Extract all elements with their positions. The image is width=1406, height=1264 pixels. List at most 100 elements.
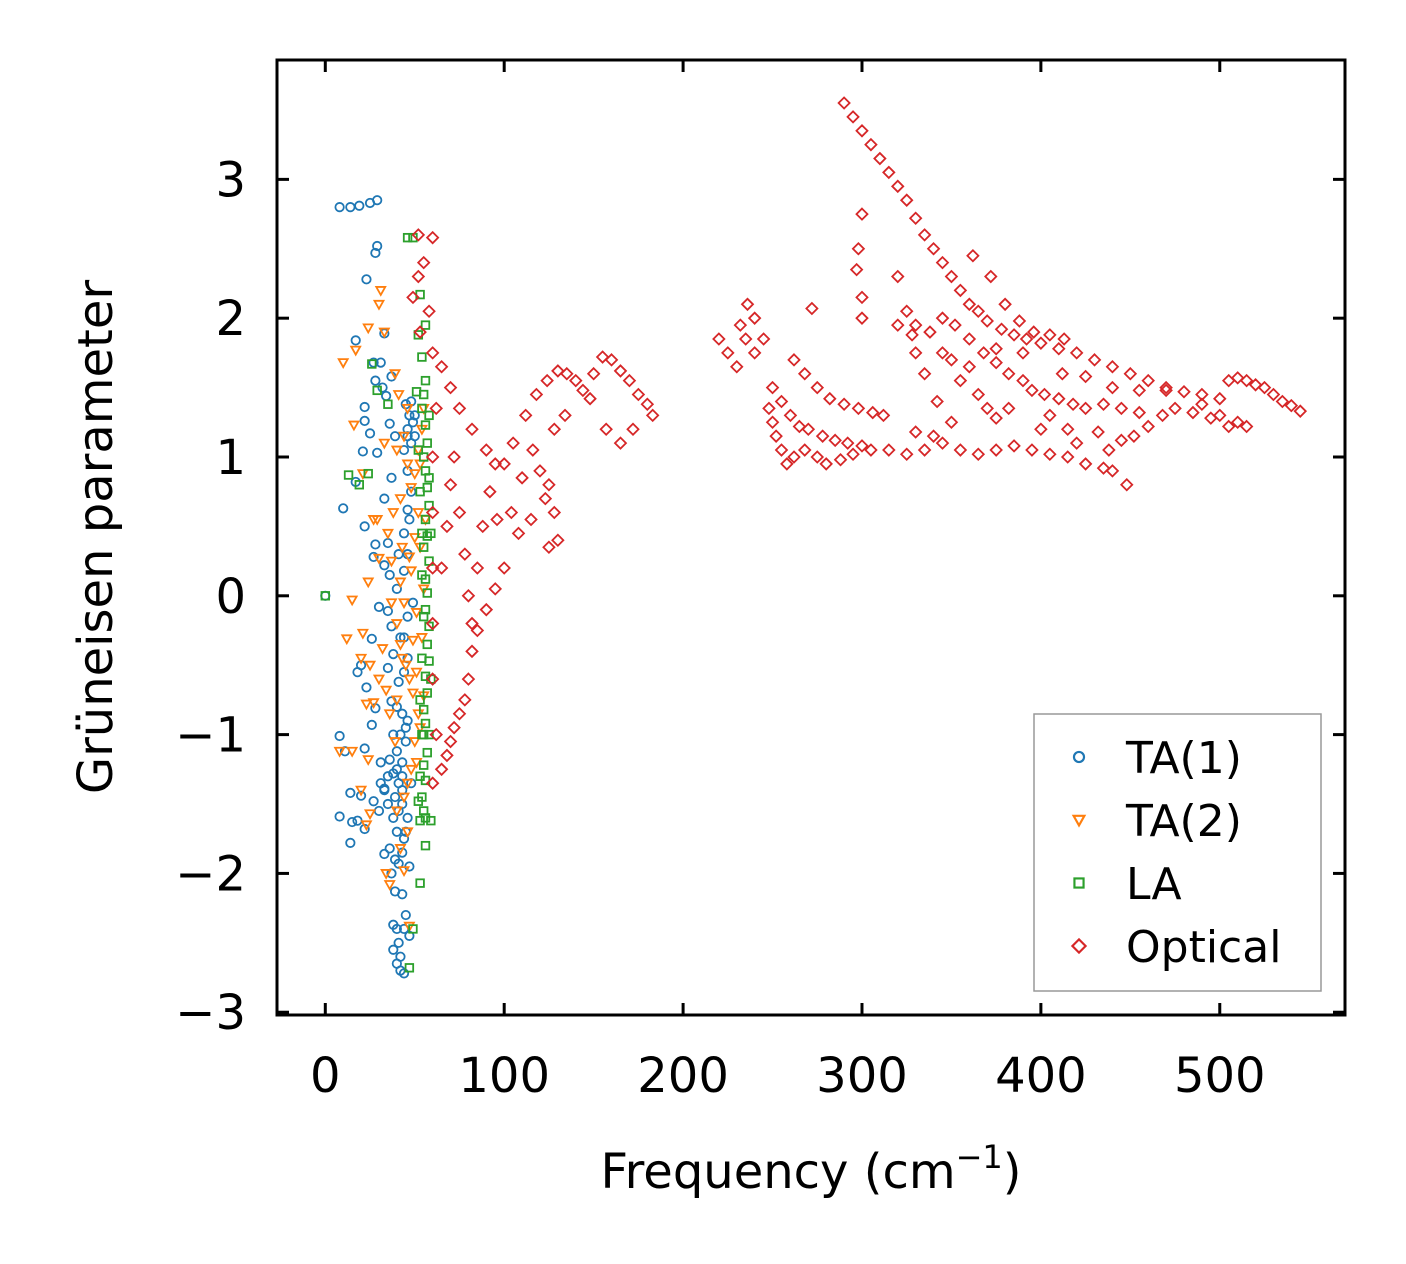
data-point-optical <box>765 380 780 395</box>
data-point-ta2 <box>412 508 425 519</box>
data-point-optical <box>787 353 801 367</box>
data-point-optical <box>538 491 553 506</box>
data-point-ta1 <box>347 816 358 828</box>
data-point-optical <box>440 748 454 763</box>
data-point-optical <box>1248 378 1263 392</box>
data-point-ta1 <box>388 944 399 955</box>
data-point-optical <box>640 397 655 412</box>
data-point-optical <box>1168 401 1182 416</box>
data-point-ta2 <box>383 880 396 891</box>
data-point-optical <box>899 304 914 319</box>
data-point-optical <box>855 124 869 138</box>
data-point-ta1 <box>400 909 411 921</box>
data-point-optical <box>1069 346 1084 360</box>
data-point-ta2 <box>337 358 350 369</box>
data-point-optical <box>833 452 848 467</box>
data-point-ta1 <box>382 605 394 617</box>
data-point-optical <box>747 311 762 325</box>
data-point-optical <box>470 561 485 575</box>
y-tick-label: −1 <box>175 708 246 764</box>
data-point-ta2 <box>385 556 398 568</box>
data-point-ta1 <box>372 240 383 252</box>
data-point-optical <box>905 328 919 342</box>
data-point-optical <box>1001 401 1016 416</box>
data-point-la <box>422 688 432 698</box>
data-point-optical <box>622 373 637 388</box>
data-point-ta1 <box>352 667 363 678</box>
data-point-ta2 <box>394 639 407 651</box>
data-point-optical <box>416 255 431 270</box>
data-point-ta2 <box>392 390 405 401</box>
data-point-optical <box>1057 332 1071 346</box>
data-point-ta2 <box>397 598 411 610</box>
data-point-optical <box>1177 384 1191 399</box>
data-point-ta1 <box>334 811 345 822</box>
data-point-optical <box>882 443 896 457</box>
data-point-optical <box>533 464 547 478</box>
data-point-ta2 <box>378 438 391 450</box>
data-point-la <box>320 591 331 601</box>
data-point-ta1 <box>402 812 413 823</box>
data-point-ta1 <box>368 796 379 807</box>
data-point-optical <box>470 623 485 638</box>
data-point-ta2 <box>403 674 416 686</box>
data-point-optical <box>747 346 762 360</box>
data-point-ta1 <box>395 951 406 962</box>
data-point-optical <box>542 477 556 492</box>
data-point-optical <box>1186 405 1200 420</box>
data-point-ta1 <box>382 771 394 782</box>
data-point-la <box>363 468 373 479</box>
data-point-ta1 <box>359 401 370 413</box>
data-point-la <box>420 840 431 851</box>
series-ta2 <box>333 286 432 933</box>
data-point-la <box>417 403 427 414</box>
data-point-optical <box>846 447 860 461</box>
data-point-ta2 <box>410 608 423 619</box>
data-point-ta1 <box>397 708 408 719</box>
data-point-ta1 <box>379 560 390 571</box>
data-point-optical <box>994 322 1009 337</box>
data-point-la <box>422 747 432 758</box>
data-point-optical <box>998 297 1012 312</box>
x-tick-label: 400 <box>995 1048 1087 1104</box>
data-point-optical <box>425 450 440 464</box>
data-point-optical <box>1055 366 1070 381</box>
data-point-optical <box>849 262 864 277</box>
data-point-optical <box>425 346 440 360</box>
data-point-optical <box>823 391 837 406</box>
data-point-ta1 <box>404 514 415 525</box>
data-point-ta1 <box>397 757 408 768</box>
data-point-la <box>372 385 382 396</box>
data-point-ta1 <box>373 601 385 613</box>
data-point-optical <box>890 269 905 284</box>
data-point-optical <box>479 602 494 617</box>
data-point-optical <box>465 616 479 631</box>
data-point-optical <box>595 350 610 364</box>
data-point-ta2 <box>394 494 407 505</box>
data-point-optical <box>1001 366 1016 381</box>
data-point-optical <box>1043 328 1057 342</box>
data-point-optical <box>792 419 807 434</box>
data-point-optical <box>515 471 529 485</box>
data-point-ta1 <box>407 417 419 428</box>
data-point-optical <box>443 477 458 492</box>
data-point-ta1 <box>397 771 408 782</box>
data-point-ta1 <box>357 446 368 457</box>
data-point-optical <box>604 353 619 367</box>
legend-marker-optical <box>1070 937 1088 955</box>
data-point-ta2 <box>381 528 394 540</box>
data-point-optical <box>966 248 980 263</box>
data-point-optical <box>506 436 520 450</box>
data-point-ta1 <box>407 597 419 608</box>
data-point-ta1 <box>389 431 401 442</box>
y-axis-label: Grüneisen parameter <box>68 280 124 795</box>
data-point-ta1 <box>388 812 399 823</box>
data-point-ta2 <box>401 459 414 471</box>
data-point-optical <box>721 346 735 360</box>
data-point-optical <box>1141 373 1155 388</box>
data-point-optical <box>429 401 443 416</box>
data-point-ta1 <box>391 746 402 757</box>
data-point-ta1 <box>402 611 413 622</box>
data-point-optical <box>882 165 896 180</box>
data-point-optical <box>560 366 574 381</box>
